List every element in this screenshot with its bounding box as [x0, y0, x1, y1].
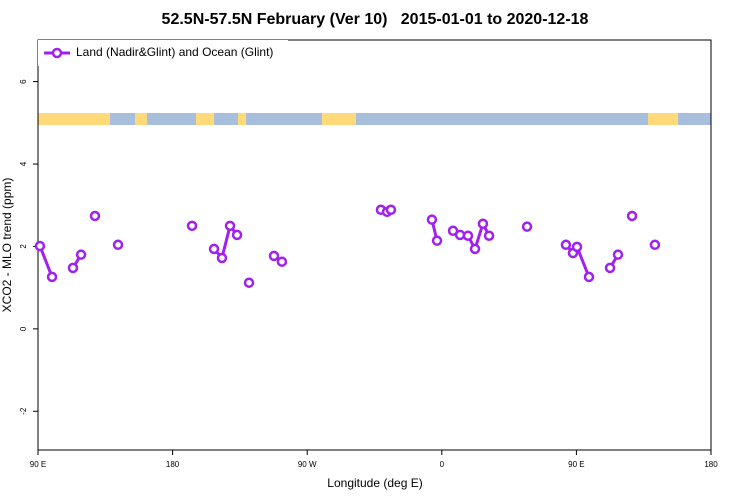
x-tick-label: 180	[704, 460, 718, 469]
point	[243, 277, 255, 288]
land-band	[135, 113, 147, 125]
y-tick-label: 2	[19, 244, 28, 249]
point	[483, 230, 495, 241]
point	[216, 252, 228, 264]
point	[208, 243, 220, 255]
chart-title: 52.5N-57.5N February (Ver 10) 2015-01-01…	[162, 11, 589, 28]
point	[649, 239, 661, 251]
point	[89, 210, 101, 222]
land-band	[322, 113, 356, 125]
point	[385, 204, 397, 216]
y-tick-label: -2	[19, 407, 28, 415]
point	[431, 235, 443, 246]
y-tick-label: 4	[19, 161, 28, 166]
point	[477, 218, 489, 230]
x-tick-label: 90 W	[298, 460, 317, 469]
point	[560, 239, 572, 251]
x-tick-label: 180	[166, 460, 180, 469]
x-tick-label: 0	[440, 460, 445, 469]
point	[34, 240, 46, 252]
point	[67, 262, 79, 274]
point	[186, 220, 198, 232]
legend-marker	[51, 47, 63, 59]
y-tick-label: 0	[19, 326, 28, 331]
point	[46, 271, 58, 283]
point	[112, 239, 124, 251]
legend	[38, 40, 288, 66]
x-tick-label: 90 E	[30, 460, 46, 469]
point	[276, 256, 288, 267]
plot-frame	[37, 39, 712, 451]
x-tick-label: 90 E	[568, 460, 584, 469]
point	[469, 243, 481, 255]
point	[521, 221, 533, 232]
point	[612, 249, 624, 260]
land-band	[648, 113, 678, 125]
point	[426, 214, 438, 225]
legend-label: Land (Nadir&Glint) and Ocean (Glint)	[76, 45, 273, 59]
y-axis-label: XCO2 - MLO trend (ppm)	[0, 178, 14, 313]
point	[462, 230, 474, 241]
point	[571, 241, 583, 253]
land-band	[196, 113, 214, 125]
land-band	[38, 113, 110, 125]
point	[75, 249, 87, 260]
point	[626, 210, 638, 222]
land-band	[238, 113, 246, 125]
land-ocean-band	[38, 113, 711, 125]
point	[231, 229, 243, 241]
y-tick-label: 6	[19, 79, 28, 84]
point	[268, 250, 280, 262]
x-axis-label: Longitude (deg E)	[327, 476, 422, 490]
point	[583, 271, 595, 283]
point	[224, 220, 236, 232]
point	[604, 262, 616, 274]
